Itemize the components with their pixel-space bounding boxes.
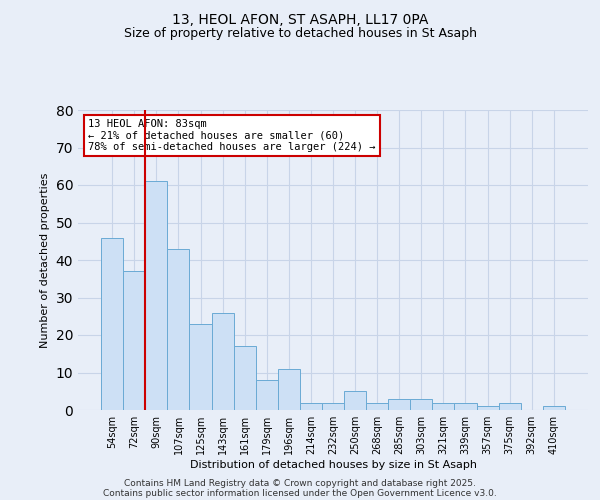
Bar <box>167 248 190 410</box>
Bar <box>212 312 233 410</box>
Bar <box>454 402 476 410</box>
Bar <box>388 399 410 410</box>
Bar <box>499 402 521 410</box>
Bar <box>410 399 433 410</box>
Bar <box>300 402 322 410</box>
Bar <box>101 238 123 410</box>
Text: 13 HEOL AFON: 83sqm
← 21% of detached houses are smaller (60)
78% of semi-detach: 13 HEOL AFON: 83sqm ← 21% of detached ho… <box>88 119 376 152</box>
Bar <box>476 406 499 410</box>
Bar <box>256 380 278 410</box>
Text: Size of property relative to detached houses in St Asaph: Size of property relative to detached ho… <box>124 28 476 40</box>
Bar <box>233 346 256 410</box>
Text: Contains HM Land Registry data © Crown copyright and database right 2025.: Contains HM Land Registry data © Crown c… <box>124 478 476 488</box>
Bar <box>433 402 454 410</box>
Bar <box>344 391 366 410</box>
Bar <box>543 406 565 410</box>
Bar <box>190 324 212 410</box>
Text: 13, HEOL AFON, ST ASAPH, LL17 0PA: 13, HEOL AFON, ST ASAPH, LL17 0PA <box>172 12 428 26</box>
Bar <box>366 402 388 410</box>
Text: Contains public sector information licensed under the Open Government Licence v3: Contains public sector information licen… <box>103 488 497 498</box>
Bar <box>322 402 344 410</box>
Bar <box>123 271 145 410</box>
Bar <box>278 369 300 410</box>
Bar <box>145 181 167 410</box>
X-axis label: Distribution of detached houses by size in St Asaph: Distribution of detached houses by size … <box>190 460 476 470</box>
Y-axis label: Number of detached properties: Number of detached properties <box>40 172 50 348</box>
